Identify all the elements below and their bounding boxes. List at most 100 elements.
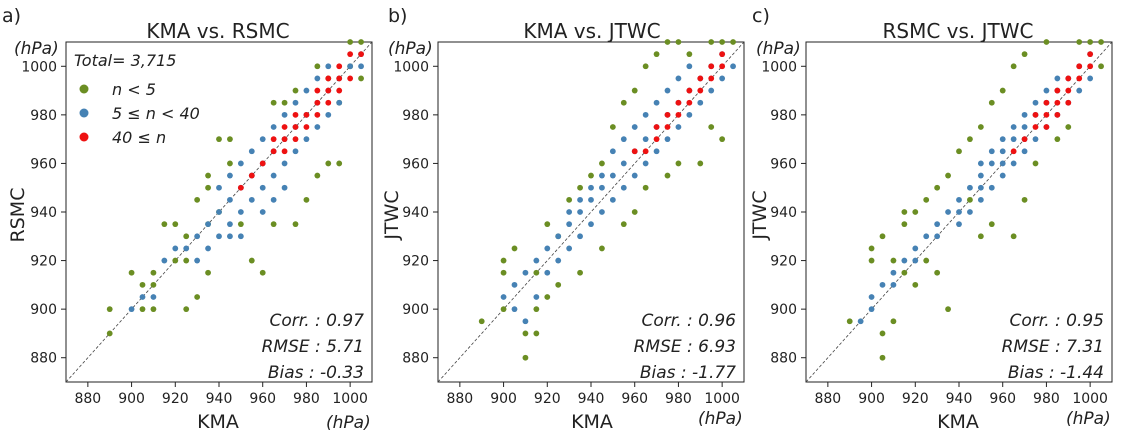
panel-letter: b) bbox=[388, 5, 407, 27]
data-point-series-2 bbox=[1076, 63, 1083, 70]
y-tick-label: 880 bbox=[770, 351, 797, 367]
data-point-series-0 bbox=[901, 209, 908, 215]
data-point-series-0 bbox=[642, 63, 649, 70]
x-tick-label: 980 bbox=[293, 391, 320, 407]
data-point-series-0 bbox=[150, 281, 157, 288]
data-point-series-2 bbox=[664, 124, 671, 130]
data-point-series-1 bbox=[588, 196, 594, 203]
y-tick-label: 940 bbox=[402, 205, 429, 221]
y-tick-label: 980 bbox=[770, 108, 797, 124]
data-point-series-1 bbox=[566, 221, 573, 228]
stat-rmse: RMSE : 5.71 bbox=[262, 337, 364, 357]
data-point-series-1 bbox=[977, 196, 984, 203]
data-point-series-0 bbox=[988, 99, 995, 106]
data-point-series-1 bbox=[642, 160, 649, 167]
data-point-series-0 bbox=[631, 209, 638, 215]
panel-letter: c) bbox=[752, 5, 770, 27]
data-point-series-1 bbox=[686, 63, 693, 70]
data-point-series-0 bbox=[868, 257, 875, 264]
data-point-series-1 bbox=[1021, 148, 1028, 155]
x-tick-label: 880 bbox=[814, 391, 841, 407]
data-point-series-0 bbox=[609, 124, 616, 130]
data-point-series-0 bbox=[183, 257, 190, 264]
data-point-series-1 bbox=[675, 124, 682, 130]
data-point-series-1 bbox=[719, 75, 726, 82]
data-point-series-1 bbox=[599, 184, 605, 191]
x-tick-label: 920 bbox=[162, 391, 189, 407]
legend-marker-5-le-n-lt-40 bbox=[79, 108, 89, 118]
data-point-series-2 bbox=[1065, 99, 1072, 106]
data-point-series-1 bbox=[237, 233, 244, 240]
data-point-series-0 bbox=[945, 306, 951, 313]
y-tick-label: 980 bbox=[402, 108, 429, 124]
data-point-series-0 bbox=[1032, 160, 1039, 167]
data-point-series-1 bbox=[988, 160, 995, 167]
data-point-series-0 bbox=[139, 306, 146, 313]
data-point-series-1 bbox=[522, 318, 529, 325]
data-point-series-0 bbox=[237, 221, 244, 228]
y-tick-label: 1000 bbox=[21, 59, 57, 75]
data-point-series-0 bbox=[292, 87, 299, 94]
data-point-series-0 bbox=[577, 184, 583, 191]
data-point-series-1 bbox=[194, 233, 201, 240]
panel-title: RSMC vs. JTWC bbox=[883, 19, 1034, 43]
data-point-series-0 bbox=[1010, 233, 1017, 240]
x-tick-label: 1000 bbox=[1072, 391, 1108, 407]
legend: Total= 3,715 n < 5 5 ≤ n < 40 40 ≤ n bbox=[74, 51, 200, 147]
data-point-series-1 bbox=[609, 148, 616, 155]
data-point-series-1 bbox=[1043, 87, 1050, 94]
data-point-series-2 bbox=[1010, 148, 1017, 155]
data-point-series-1 bbox=[303, 87, 310, 94]
data-point-series-1 bbox=[555, 257, 562, 264]
legend-label-40-le-n: 40 ≤ n bbox=[112, 128, 166, 147]
data-point-series-0 bbox=[1043, 39, 1050, 45]
data-point-series-1 bbox=[664, 87, 671, 94]
data-point-series-2 bbox=[336, 75, 343, 82]
x-tick-label: 960 bbox=[249, 391, 276, 407]
data-point-series-1 bbox=[314, 124, 321, 130]
panel-title: KMA vs. JTWC bbox=[523, 19, 660, 43]
data-point-series-0 bbox=[967, 136, 973, 143]
data-point-series-0 bbox=[977, 233, 984, 240]
data-point-series-1 bbox=[609, 172, 616, 179]
data-point-series-0 bbox=[325, 160, 332, 167]
data-point-series-1 bbox=[577, 233, 583, 240]
legend-total: Total= 3,715 bbox=[74, 51, 176, 70]
data-point-series-2 bbox=[675, 99, 682, 106]
data-point-series-2 bbox=[281, 136, 288, 143]
stat-rmse: RMSE : 6.93 bbox=[634, 337, 736, 357]
data-point-series-1 bbox=[227, 233, 233, 240]
data-point-series-0 bbox=[500, 306, 507, 313]
data-point-series-2 bbox=[697, 87, 704, 94]
data-point-series-0 bbox=[642, 184, 649, 191]
data-point-series-0 bbox=[879, 354, 886, 361]
y-tick-label: 960 bbox=[402, 156, 429, 172]
data-point-series-1 bbox=[609, 196, 616, 203]
data-point-series-0 bbox=[270, 99, 277, 106]
data-point-series-0 bbox=[890, 318, 897, 325]
data-point-series-2 bbox=[697, 75, 704, 82]
data-point-series-1 bbox=[259, 184, 266, 191]
data-point-series-1 bbox=[544, 269, 551, 276]
data-point-series-1 bbox=[956, 221, 962, 228]
data-point-series-1 bbox=[325, 111, 332, 118]
data-point-series-1 bbox=[216, 233, 222, 240]
data-point-series-0 bbox=[205, 269, 211, 276]
data-point-series-0 bbox=[675, 39, 682, 45]
data-point-series-1 bbox=[912, 245, 919, 252]
data-point-series-2 bbox=[1076, 75, 1083, 82]
data-point-series-1 bbox=[205, 221, 211, 228]
data-point-series-0 bbox=[620, 99, 627, 106]
data-point-series-0 bbox=[577, 269, 583, 276]
data-point-series-2 bbox=[270, 136, 277, 143]
data-point-series-1 bbox=[500, 294, 507, 300]
y-tick-label: 940 bbox=[30, 205, 57, 221]
data-point-series-2 bbox=[1054, 87, 1061, 94]
x-tick-label: 900 bbox=[118, 391, 145, 407]
data-point-series-1 bbox=[901, 257, 908, 264]
data-point-series-1 bbox=[314, 75, 321, 82]
x-tick-label: 940 bbox=[578, 391, 605, 407]
x-tick-label: 920 bbox=[902, 391, 929, 407]
stat-bias: Bias : -0.33 bbox=[268, 363, 364, 383]
x-axis-title: KMA bbox=[571, 411, 613, 433]
